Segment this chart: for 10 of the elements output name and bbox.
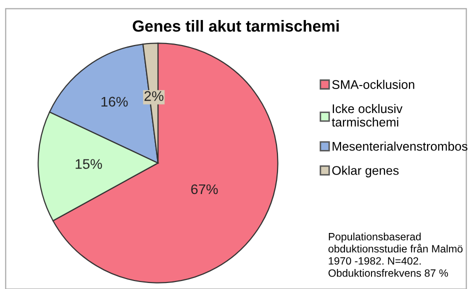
data-label: 67% [191, 184, 218, 194]
data-label: 2% [144, 91, 164, 101]
legend-label: SMA-ocklusion [332, 80, 414, 89]
text: Populationsbaserad obduktionsstudie från Malmö 1970 -1982. N=402. Obduktionsfrekvens 87 % [328, 232, 463, 277]
data-label: 15% [76, 159, 102, 169]
chart-title: Genes till akut tarmischemi [132, 20, 339, 32]
legend-label: Icke ocklusiv tarmischemi [332, 104, 402, 127]
legend-label: Mesenterialvenstrombos [332, 142, 468, 151]
legend-label: Oklar genes [332, 166, 399, 178]
data-label: 16% [102, 96, 128, 107]
